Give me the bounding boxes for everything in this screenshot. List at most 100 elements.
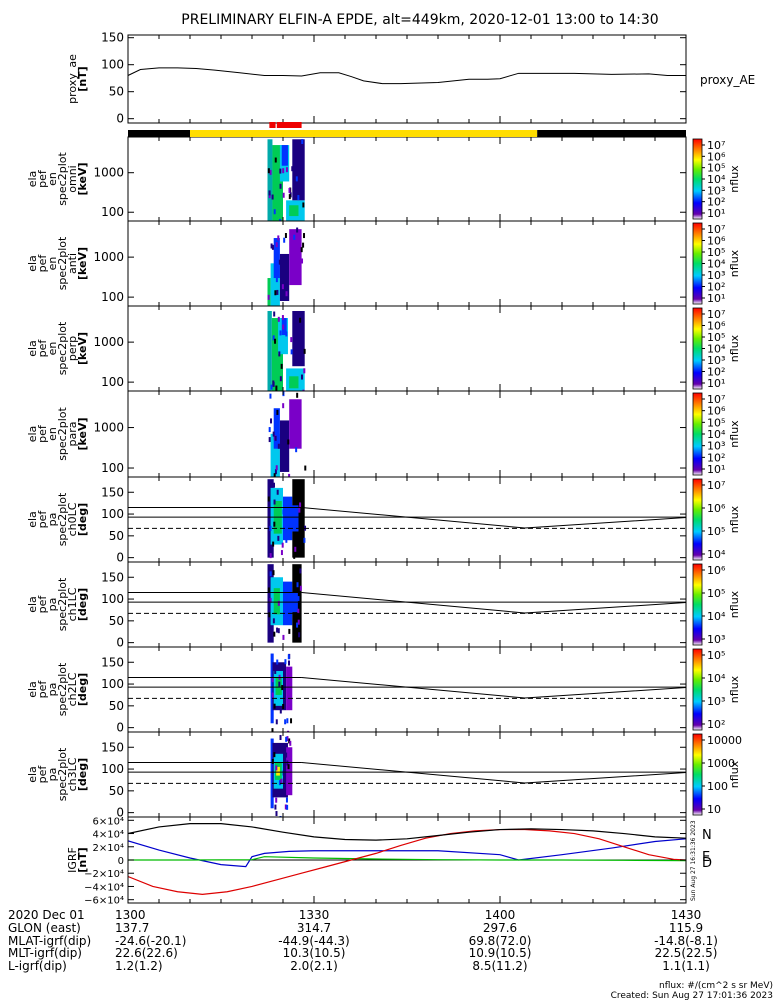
- spectrogram-speck: [295, 176, 298, 182]
- spectrogram-speck: [294, 546, 297, 552]
- spectrogram-cell: [289, 399, 302, 449]
- spectrogram-speck: [274, 290, 277, 296]
- ylabel-line: en: [46, 257, 59, 271]
- colorbar-label: nflux: [728, 249, 741, 277]
- colorbar-tick-label: 10⁵: [707, 587, 725, 600]
- colorbar-tick-label: 10⁶: [707, 564, 726, 577]
- plot-area-ch1LC: [128, 564, 686, 647]
- spectrogram-speck: [276, 409, 279, 415]
- plot-area-perp: [267, 310, 306, 391]
- igrf-legend-d: D: [702, 856, 712, 871]
- spectrogram-speck: [296, 622, 299, 628]
- ylabel-line: ela: [26, 766, 39, 783]
- spectrogram-speck: [297, 608, 300, 614]
- ytick-label: 100: [101, 677, 124, 691]
- ylabel-proxy_ae: proxy_ae[nT]: [66, 54, 89, 104]
- spectrogram-speck: [299, 568, 302, 574]
- spectrogram-speck: [299, 493, 302, 499]
- spectrogram-speck: [296, 392, 299, 398]
- ytick-label: 0: [116, 806, 124, 820]
- spectrogram-speck: [301, 374, 304, 380]
- colorbar-tick-label: 10¹: [707, 463, 725, 476]
- spectrogram-cell: [292, 310, 305, 367]
- status-marker-red: [276, 122, 302, 128]
- spectrogram-speck: [299, 585, 302, 591]
- footer-row-value: -44.9(-44.3): [278, 934, 349, 948]
- ylabel-line: spec2plot: [56, 662, 69, 716]
- ytick-label: 100: [101, 461, 124, 475]
- spectrogram-speck: [290, 337, 293, 343]
- colorbar-tick-label: 10: [707, 803, 721, 816]
- spectrogram-speck: [285, 797, 288, 803]
- spectrogram-cell: [279, 420, 290, 472]
- colorbar-label-text: nflux: [728, 675, 741, 703]
- colorbar-tick-label: 10⁴: [707, 428, 726, 441]
- ytick-label: 150: [101, 485, 124, 499]
- spectrogram-speck: [297, 619, 300, 625]
- spectrogram-speck: [282, 192, 285, 198]
- spectrogram-speck: [269, 571, 272, 577]
- spectrogram-speck: [277, 235, 280, 241]
- spectrogram-speck: [297, 596, 300, 602]
- spectrogram-cell: [292, 139, 305, 201]
- spectrogram-speck: [273, 473, 276, 477]
- ylabel-line: para: [66, 422, 79, 447]
- colorbar-tick-label: 10³: [707, 184, 725, 197]
- spectrogram-speck: [302, 389, 305, 391]
- spectrogram-speck: [273, 499, 276, 505]
- spectrogram-cell: [270, 433, 280, 477]
- colorbar-ch1LC: [692, 563, 703, 646]
- footer-row-value: 314.7: [297, 921, 331, 935]
- spectrogram-speck: [271, 758, 274, 764]
- colorbar-tick-label: 10⁴: [707, 258, 726, 271]
- status-segment-black: [128, 130, 190, 137]
- colorbar-tick-label: 10⁷: [707, 139, 725, 152]
- footer-row-value: 1300: [115, 908, 146, 922]
- spectrogram-speck: [301, 258, 304, 264]
- footer-row-value: 137.7: [115, 921, 149, 935]
- spectrogram-speck: [272, 541, 275, 547]
- colorbar-tick-label: 10⁵: [707, 525, 725, 538]
- igrf-legend-n: N: [702, 828, 712, 843]
- spectrogram-speck: [276, 289, 279, 295]
- ytick-label: 150: [101, 655, 124, 669]
- colorbar-tick-label: 10⁵: [707, 331, 725, 344]
- spectrogram-speck: [287, 764, 290, 770]
- ylabel-line: pef: [36, 424, 49, 443]
- spectrogram-cell: [286, 747, 293, 796]
- colorbar-tick-label: 10²: [707, 718, 725, 731]
- plot-area-para: [268, 391, 307, 477]
- colorbar-tick-label: 10²: [707, 451, 725, 464]
- ylabel-line: pef: [36, 169, 49, 188]
- ylabel-line: [keV]: [76, 417, 89, 450]
- ytick-label: 0: [116, 112, 124, 126]
- ytick-label: 2×10⁴: [93, 843, 124, 854]
- ytick-label: 100: [101, 205, 124, 219]
- spectrogram-cell: [270, 653, 274, 724]
- spectrogram-speck: [299, 502, 302, 508]
- spectrogram-cell: [286, 666, 293, 711]
- ytick-label: 100: [101, 592, 124, 606]
- footer-row-label: L-igrf(dip): [8, 959, 67, 973]
- panel-frame: [127, 136, 687, 222]
- ylabel-line: ela: [26, 340, 39, 357]
- anti-loss-cone-line: [301, 762, 686, 784]
- ylabel-line: [deg]: [76, 503, 89, 536]
- footer-row-value: 297.6: [483, 921, 517, 935]
- spectrogram-cell: [279, 253, 290, 302]
- spectrogram-speck: [304, 465, 307, 471]
- igrf-series-d: [128, 828, 686, 896]
- colorbar-tick-label: 10⁷: [707, 308, 725, 321]
- spectrogram-speck: [271, 677, 274, 683]
- spectrogram-speck: [282, 703, 285, 709]
- ylabel-line: pef: [36, 339, 49, 358]
- spectrogram-speck: [295, 447, 298, 453]
- footer-row-value: 2.0(2.1): [290, 959, 338, 973]
- spectrogram-speck: [279, 708, 282, 714]
- footer-row-value: 22.5(22.5): [655, 946, 718, 960]
- footer-row-value: 10.3(10.5): [283, 946, 346, 960]
- spectrogram-cell: [283, 496, 293, 541]
